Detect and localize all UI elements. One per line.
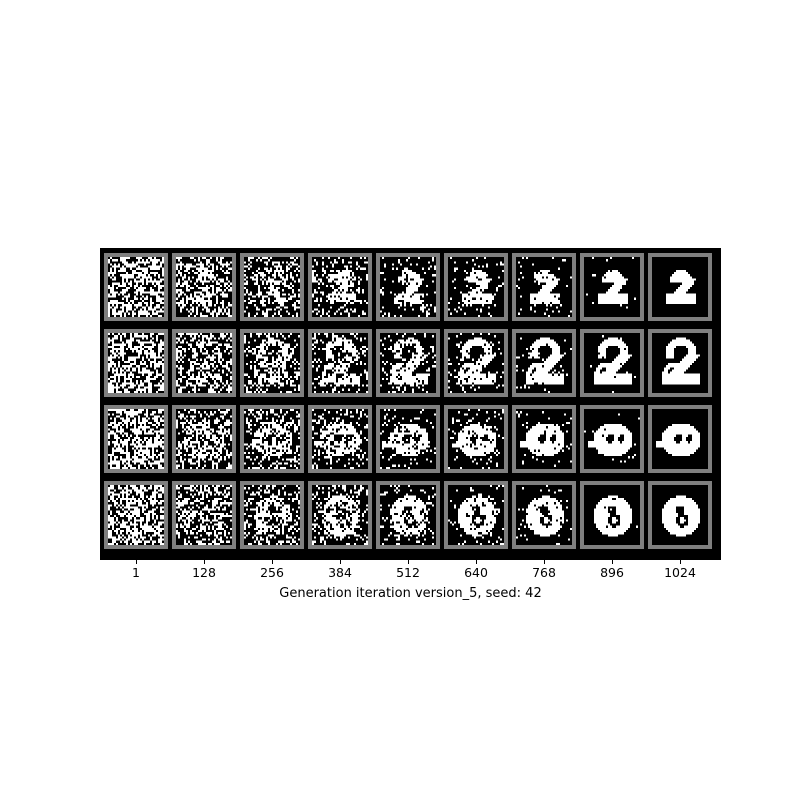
x-tick-label: 1 (132, 565, 140, 580)
generated-image-cell (648, 329, 712, 397)
digit-2-small-icon (652, 257, 708, 317)
digit-2-small-icon (448, 257, 504, 317)
blob-shape-icon (448, 409, 504, 469)
x-tick-label: 1024 (664, 565, 696, 580)
digit-2-large-icon (312, 333, 368, 393)
generated-image-cell (240, 481, 304, 549)
generated-image-cell (444, 329, 508, 397)
generated-image-cell (240, 329, 304, 397)
x-tick-label: 640 (464, 565, 488, 580)
generated-image-cell (444, 405, 508, 473)
digit-2-large-icon (584, 333, 640, 393)
generated-image-cell (580, 329, 644, 397)
x-tick-label: 512 (396, 565, 420, 580)
generated-image-cell (512, 329, 576, 397)
x-axis-label: Generation iteration version_5, seed: 42 (279, 586, 542, 601)
generated-image-cell (308, 329, 372, 397)
x-tick-mark (680, 560, 681, 564)
generated-image-cell (104, 329, 168, 397)
digit-8-icon (448, 485, 504, 545)
generated-image-cell (172, 253, 236, 321)
digit-2-small-icon (516, 257, 572, 317)
blob-shape-icon (108, 409, 164, 469)
generated-image-cell (444, 481, 508, 549)
x-tick-mark (340, 560, 341, 564)
generated-image-cell (376, 481, 440, 549)
digit-2-large-icon (176, 333, 232, 393)
generated-image-cell (648, 405, 712, 473)
generated-image-cell (580, 253, 644, 321)
generated-image-cell (444, 253, 508, 321)
digit-2-large-icon (108, 333, 164, 393)
digit-8-icon (108, 485, 164, 545)
digit-2-small-icon (176, 257, 232, 317)
generated-image-cell (512, 253, 576, 321)
digit-8-icon (516, 485, 572, 545)
generated-image-cell (376, 329, 440, 397)
generated-image-cell (240, 405, 304, 473)
generated-image-cell (376, 253, 440, 321)
x-tick-mark (408, 560, 409, 564)
digit-8-icon (652, 485, 708, 545)
x-tick-label: 384 (328, 565, 352, 580)
x-tick-mark (612, 560, 613, 564)
x-tick-mark (272, 560, 273, 564)
generated-image-cell (172, 481, 236, 549)
generated-image-cell (580, 481, 644, 549)
x-tick-mark (476, 560, 477, 564)
generated-image-cell (512, 405, 576, 473)
blob-shape-icon (652, 409, 708, 469)
x-tick-label: 256 (260, 565, 284, 580)
generated-image-cell (648, 253, 712, 321)
generated-image-cell (104, 253, 168, 321)
generated-image-cell (308, 481, 372, 549)
blob-shape-icon (176, 409, 232, 469)
x-tick-mark (204, 560, 205, 564)
digit-2-large-icon (380, 333, 436, 393)
generated-image-cell (512, 481, 576, 549)
digit-2-small-icon (584, 257, 640, 317)
generated-image-cell (104, 405, 168, 473)
digit-8-icon (380, 485, 436, 545)
blob-shape-icon (312, 409, 368, 469)
digit-2-small-icon (108, 257, 164, 317)
image-grid (100, 248, 721, 560)
blob-shape-icon (380, 409, 436, 469)
digit-8-icon (176, 485, 232, 545)
digit-2-large-icon (652, 333, 708, 393)
generated-image-cell (104, 481, 168, 549)
digit-8-icon (312, 485, 368, 545)
generated-image-cell (376, 405, 440, 473)
generated-image-cell (172, 329, 236, 397)
x-tick-mark (136, 560, 137, 564)
generated-image-cell (240, 253, 304, 321)
blob-shape-icon (516, 409, 572, 469)
digit-2-large-icon (448, 333, 504, 393)
x-tick-label: 768 (532, 565, 556, 580)
generated-image-cell (172, 405, 236, 473)
digit-2-small-icon (380, 257, 436, 317)
digit-2-large-icon (244, 333, 300, 393)
generated-image-cell (580, 405, 644, 473)
generated-image-cell (308, 253, 372, 321)
digit-2-small-icon (244, 257, 300, 317)
blob-shape-icon (584, 409, 640, 469)
digit-2-large-icon (516, 333, 572, 393)
generated-image-cell (308, 405, 372, 473)
x-tick-label: 896 (600, 565, 624, 580)
digit-2-small-icon (312, 257, 368, 317)
digit-8-icon (244, 485, 300, 545)
digit-8-icon (584, 485, 640, 545)
blob-shape-icon (244, 409, 300, 469)
x-tick-mark (544, 560, 545, 564)
generated-image-cell (648, 481, 712, 549)
x-tick-label: 128 (192, 565, 216, 580)
